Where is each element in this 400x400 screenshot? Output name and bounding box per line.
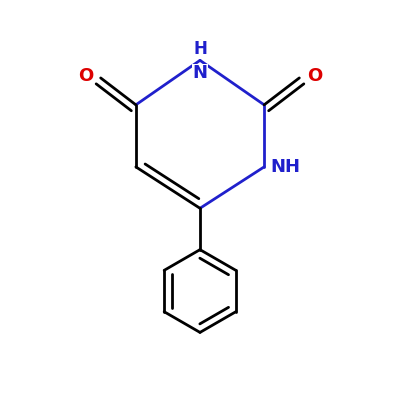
Text: H: H — [193, 40, 207, 58]
Text: N: N — [192, 64, 208, 82]
Text: NH: NH — [270, 158, 300, 176]
Text: O: O — [307, 67, 322, 85]
Text: O: O — [78, 67, 93, 85]
